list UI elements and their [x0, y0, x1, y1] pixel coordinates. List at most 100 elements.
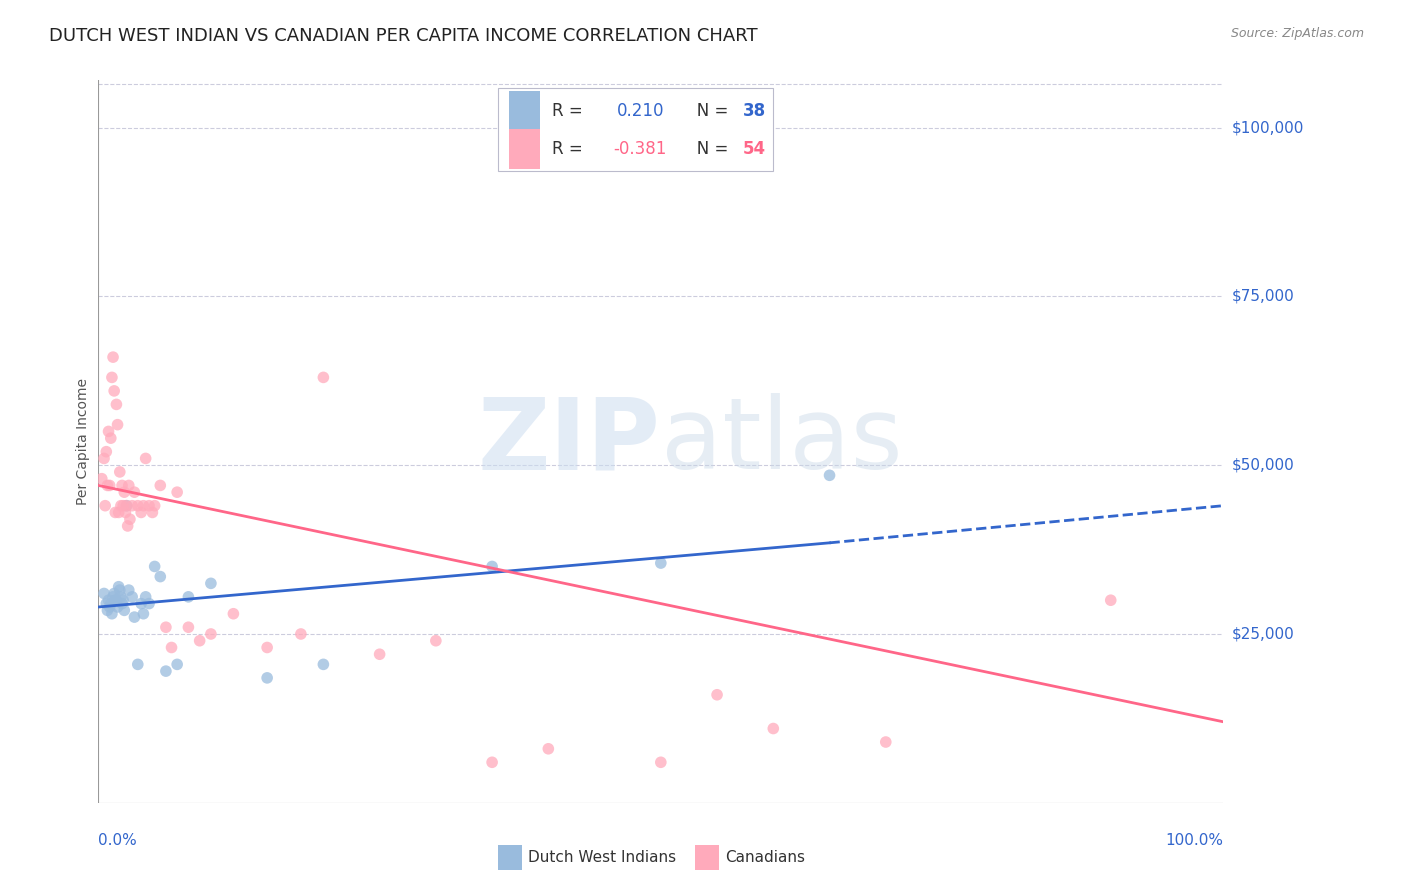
Point [112, 485, 135, 500]
Text: Dutch West Indians: Dutch West Indians [529, 850, 676, 865]
Bar [695, 846, 720, 870]
Point [118, 512, 141, 526]
Text: R =: R = [551, 140, 588, 158]
Point [166, 657, 188, 672]
Point [256, 640, 278, 655]
Point [818, 468, 841, 483]
Text: 54: 54 [742, 140, 766, 158]
Point [107, 580, 129, 594]
Text: Canadians: Canadians [725, 850, 804, 865]
Point [149, 569, 172, 583]
Point [143, 559, 166, 574]
Point [101, 590, 124, 604]
Point [101, 370, 124, 384]
Point [129, 505, 152, 519]
Point [111, 478, 134, 492]
Point [138, 597, 160, 611]
Point [108, 465, 131, 479]
Point [537, 741, 560, 756]
Point [138, 499, 160, 513]
Point [107, 417, 129, 432]
Point [93, 451, 115, 466]
Point [118, 478, 141, 492]
Point [312, 657, 335, 672]
Point [107, 505, 129, 519]
Point [90, 472, 112, 486]
Text: DUTCH WEST INDIAN VS CANADIAN PER CAPITA INCOME CORRELATION CHART: DUTCH WEST INDIAN VS CANADIAN PER CAPITA… [49, 27, 758, 45]
Point [200, 576, 222, 591]
Point [121, 499, 143, 513]
Point [312, 370, 335, 384]
Point [115, 499, 138, 513]
Text: $75,000: $75,000 [1232, 289, 1295, 304]
Point [114, 505, 136, 519]
Point [155, 620, 177, 634]
Y-axis label: Per Capita Income: Per Capita Income [76, 378, 90, 505]
Point [188, 633, 211, 648]
Text: $25,000: $25,000 [1232, 626, 1295, 641]
Point [166, 485, 188, 500]
Point [103, 384, 125, 398]
Point [706, 688, 728, 702]
Point [143, 499, 166, 513]
Point [129, 597, 152, 611]
Point [104, 593, 127, 607]
Point [1099, 593, 1122, 607]
Point [762, 722, 785, 736]
Point [425, 633, 447, 648]
Point [149, 478, 172, 492]
Point [256, 671, 278, 685]
Point [107, 599, 129, 614]
Point [97, 425, 120, 439]
Point [100, 597, 122, 611]
Text: atlas: atlas [661, 393, 903, 490]
Point [97, 593, 120, 607]
Point [124, 610, 146, 624]
Point [177, 590, 200, 604]
Point [121, 590, 143, 604]
Point [117, 519, 139, 533]
Point [93, 586, 115, 600]
Point [101, 607, 124, 621]
Point [96, 597, 118, 611]
Point [100, 431, 122, 445]
Point [132, 499, 155, 513]
Point [94, 499, 117, 513]
Text: Source: ZipAtlas.com: Source: ZipAtlas.com [1230, 27, 1364, 40]
Point [105, 397, 128, 411]
Point [103, 586, 125, 600]
Point [127, 499, 149, 513]
Point [368, 647, 391, 661]
Point [112, 603, 135, 617]
Point [650, 756, 672, 770]
Point [222, 607, 245, 621]
Point [118, 583, 141, 598]
Point [115, 499, 138, 513]
Bar [498, 846, 523, 870]
Point [481, 559, 503, 574]
Text: 0.210: 0.210 [617, 102, 665, 120]
Bar [509, 91, 540, 130]
Point [200, 627, 222, 641]
Point [101, 350, 124, 364]
Text: ZIP: ZIP [478, 393, 661, 490]
Point [135, 590, 157, 604]
Text: N =: N = [681, 140, 734, 158]
Point [96, 478, 118, 492]
Point [98, 599, 121, 614]
Text: $100,000: $100,000 [1232, 120, 1303, 135]
Point [141, 505, 163, 519]
Point [112, 499, 135, 513]
Point [135, 451, 157, 466]
Point [127, 657, 149, 672]
Point [132, 607, 155, 621]
Point [96, 603, 118, 617]
Point [875, 735, 897, 749]
Point [111, 597, 134, 611]
Point [112, 593, 135, 607]
Text: 38: 38 [742, 102, 766, 120]
Bar [509, 129, 540, 169]
Point [155, 664, 177, 678]
Point [108, 583, 131, 598]
Point [105, 593, 128, 607]
